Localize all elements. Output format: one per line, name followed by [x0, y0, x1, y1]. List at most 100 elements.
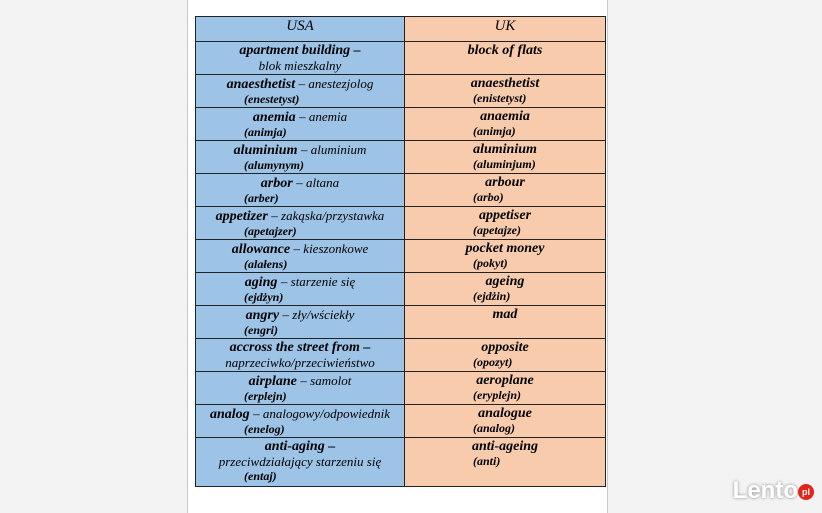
usa-translation: – zakąska/przystawka	[271, 208, 385, 223]
usa-cell: arbor – altana (arber)	[195, 173, 405, 207]
usa-term: anti-aging –	[264, 439, 336, 454]
usa-cell: angry – zły/wściekły (engri)	[195, 305, 405, 339]
uk-cell: aeroplane (eryplejn)	[404, 371, 606, 405]
usa-cell: aging – starzenie się (ejdżyn)	[195, 272, 405, 306]
uk-pronunciation: (pokyt)	[473, 256, 508, 270]
uk-cell: analogue (analog)	[404, 404, 606, 438]
usa-translation: blok mieszkalny	[258, 58, 342, 73]
usa-translation: – anestezjolog	[298, 76, 374, 91]
usa-cell: apartment building – blok mieszkalny	[195, 41, 405, 75]
uk-cell: appetiser (apetajze)	[404, 206, 606, 240]
uk-term: aluminium	[473, 142, 537, 157]
usa-term: aluminium	[233, 143, 298, 158]
table-row: allowance – kieszonkowe (alałens) pocket m…	[195, 239, 606, 273]
watermark-brand: Lento	[732, 477, 798, 504]
usa-term: apartment building –	[239, 43, 361, 58]
usa-term: anemia	[252, 110, 296, 125]
usa-line: arbor – altana	[196, 175, 404, 191]
uk-cell: ageing (ejdżin)	[404, 272, 606, 306]
usa-line: anti-aging –	[196, 439, 404, 454]
usa-translation: przeciwdziałający starzeniu się	[218, 454, 382, 469]
usa-pronunciation: (apetajzer)	[244, 224, 297, 238]
usa-pronunciation: (animja)	[244, 125, 287, 139]
usa-translation: – analogowy/odpowiednik	[253, 406, 391, 421]
uk-term: pocket money	[465, 241, 545, 256]
uk-cell: opposite (opozyt)	[404, 338, 606, 372]
header-row: USA UK	[195, 16, 606, 42]
uk-pronunciation: (arbo)	[473, 190, 504, 204]
usa-line: appetizer – zakąska/przystawka	[196, 208, 404, 224]
usa-pronunciation: (alałens)	[244, 257, 288, 271]
usa-translation: – altana	[296, 175, 340, 190]
uk-term: appetiser	[478, 208, 532, 223]
uk-term: arbour	[485, 175, 525, 190]
usa-cell: accross the street from – naprzeciwko/prz…	[195, 338, 405, 372]
usa-line: anemia – anemia	[196, 109, 404, 125]
usa-line: accross the street from –	[196, 340, 404, 355]
usa-pronunciation: (entaj)	[244, 469, 277, 483]
usa-pronunciation: (alumynym)	[244, 158, 304, 172]
uk-term: block of flats	[467, 43, 543, 58]
header-uk: UK	[404, 16, 606, 42]
uk-cell: mad	[404, 305, 606, 339]
usa-term: airplane	[248, 374, 297, 389]
uk-pronunciation: (analog)	[473, 421, 515, 435]
uk-term: analogue	[478, 406, 532, 421]
uk-pronunciation: (opozyt)	[473, 355, 513, 369]
watermark-suffix: pl	[798, 483, 814, 500]
usa-pronunciation: (engri)	[244, 323, 278, 337]
usa-line: anaesthetist – anestezjolog	[196, 76, 404, 92]
usa-term: analog	[209, 407, 250, 422]
table-row: anti-aging – przeciwdziałający starzeniu …	[195, 437, 606, 487]
usa-cell: anti-aging – przeciwdziałający starzeniu …	[195, 437, 405, 487]
usa-translation: – anemia	[299, 109, 348, 124]
uk-term: mad	[492, 307, 518, 322]
uk-term: ageing	[485, 274, 525, 289]
uk-cell: pocket money (pokyt)	[404, 239, 606, 273]
watermark: Lento pl	[733, 477, 814, 505]
usa-pronunciation: (enelog)	[244, 422, 285, 436]
uk-pronunciation: (apetajze)	[473, 223, 521, 237]
table-row: apartment building – blok mieszkalny block…	[195, 41, 606, 75]
uk-term: aeroplane	[476, 373, 534, 388]
usa-cell: anemia – anemia (animja)	[195, 107, 405, 141]
table-row: airplane – samolot (erplejn) aeroplane (ery…	[195, 371, 606, 405]
usa-line: angry – zły/wściekły	[196, 307, 404, 323]
usa-line: analog – analogowy/odpowiednik	[196, 406, 404, 422]
uk-cell: anti-ageing (anti)	[404, 437, 606, 487]
usa-line: airplane – samolot	[196, 373, 404, 389]
usa-pronunciation: (ejdżyn)	[244, 290, 284, 304]
table-row: angry – zły/wściekły (engri) mad	[195, 305, 606, 339]
uk-cell: arbour (arbo)	[404, 173, 606, 207]
usa-line: aging – starzenie się	[196, 274, 404, 290]
uk-pronunciation: (ejdżin)	[473, 289, 511, 303]
uk-term: anaemia	[480, 109, 530, 124]
usa-translation: – aluminium	[300, 142, 367, 157]
usa-translation: – starzenie się	[280, 274, 356, 289]
table-row: anemia – anemia (animja) anaemia (animja)	[195, 107, 606, 141]
usa-cell: anaesthetist – anestezjolog (enestetyst)	[195, 74, 405, 108]
usa-term: accross the street from –	[229, 340, 371, 355]
uk-pronunciation: (enistetyst)	[473, 91, 527, 105]
usa-cell: aluminium – aluminium (alumynym)	[195, 140, 405, 174]
usa-term: angry	[245, 308, 280, 323]
usa-pronunciation: (arber)	[244, 191, 279, 205]
uk-pronunciation: (eryplejn)	[473, 388, 521, 402]
uk-term: opposite	[481, 340, 529, 355]
uk-cell: anaesthetist (enistetyst)	[404, 74, 606, 108]
usa-term: allowance	[231, 242, 291, 257]
uk-cell: block of flats	[404, 41, 606, 75]
uk-pronunciation: (aluminjum)	[473, 157, 536, 171]
header-usa: USA	[195, 16, 405, 42]
usa-translation: – kieszonkowe	[293, 241, 369, 256]
usa-cell: allowance – kieszonkowe (alałens)	[195, 239, 405, 273]
usa-translation: – samolot	[300, 373, 352, 388]
usa-cell: analog – analogowy/odpowiednik (enelog)	[195, 404, 405, 438]
uk-pronunciation: (anti)	[473, 454, 501, 468]
usa-cell: airplane – samolot (erplejn)	[195, 371, 405, 405]
usa-term: arbor	[260, 176, 293, 191]
usa-cell: appetizer – zakąska/przystawka (apetajzer…	[195, 206, 405, 240]
usa-translation: naprzeciwko/przeciwieństwo	[225, 355, 375, 370]
uk-term: anaesthetist	[470, 76, 540, 91]
